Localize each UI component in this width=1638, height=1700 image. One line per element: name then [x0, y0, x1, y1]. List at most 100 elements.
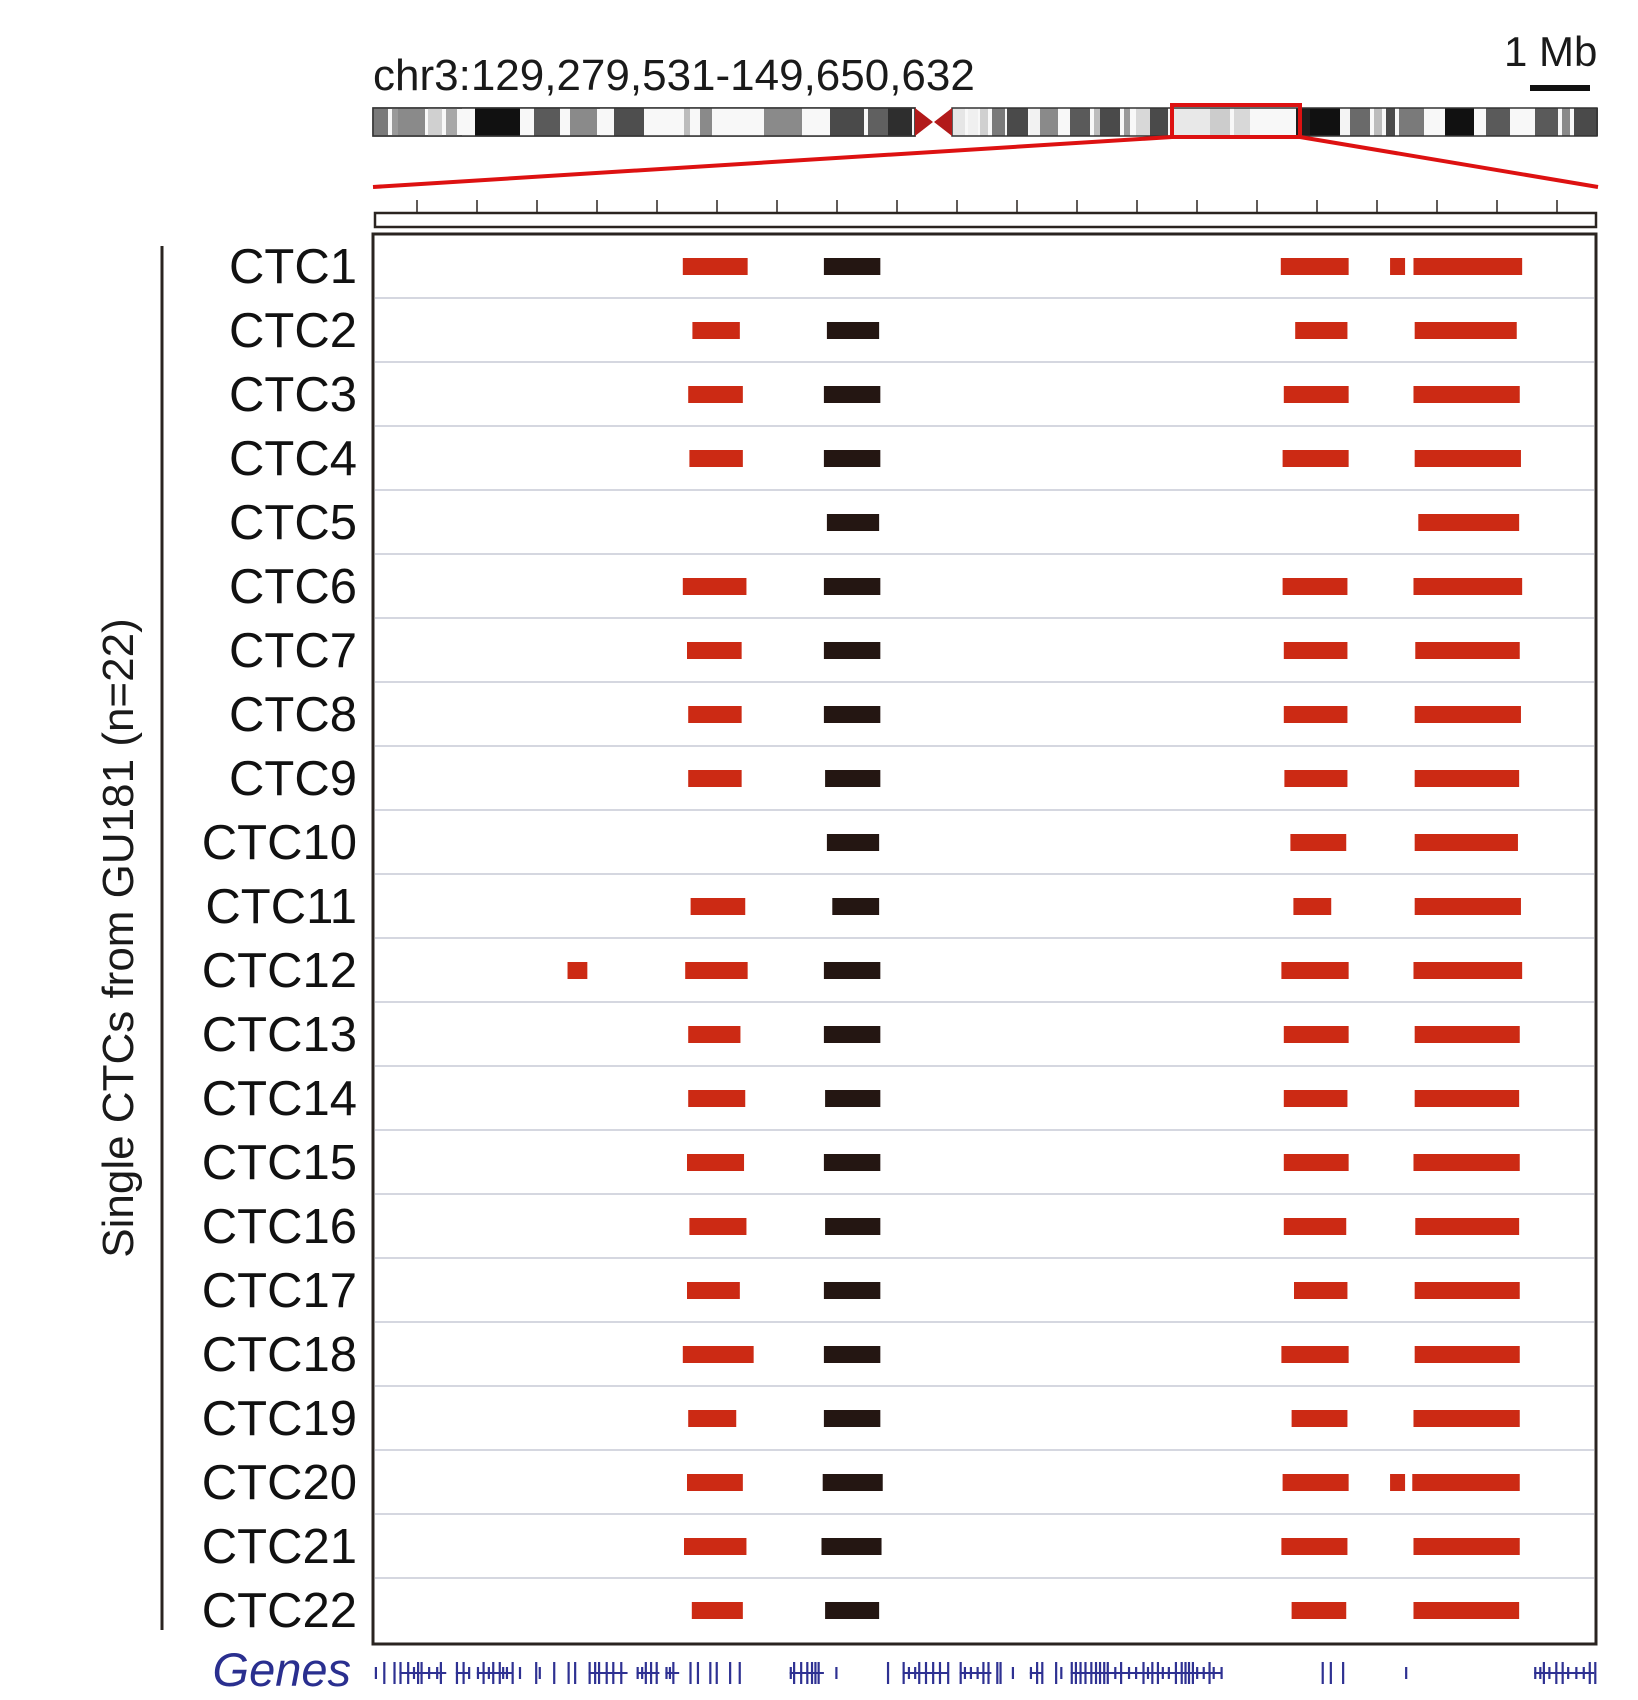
row-label-ctc13: CTC13	[202, 1008, 357, 1062]
gene-exon	[455, 1662, 459, 1684]
gene-exon	[1090, 1662, 1093, 1684]
gene-cluster	[383, 1662, 386, 1684]
gain-segment	[688, 770, 742, 787]
gene-exon	[1594, 1662, 1597, 1684]
zoom-line-right	[1299, 135, 1599, 189]
ideogram-band	[690, 108, 700, 136]
gene-exon	[1151, 1662, 1154, 1684]
gain-segment	[1390, 1474, 1406, 1491]
gene-exon	[412, 1667, 416, 1679]
gain-segment	[1414, 1090, 1520, 1107]
gain-segment	[1413, 1538, 1520, 1555]
gene-exon	[1127, 1667, 1131, 1679]
gene-exon	[574, 1662, 577, 1684]
gene-cluster	[1405, 1667, 1408, 1679]
gene-exon	[588, 1662, 591, 1684]
loss-segment	[821, 1538, 882, 1555]
gene-exon	[636, 1667, 639, 1679]
gene-exon	[1567, 1667, 1570, 1679]
loss-segment	[823, 1026, 881, 1043]
row-label-ctc4: CTC4	[229, 432, 357, 486]
gain-segment	[1414, 450, 1521, 467]
ideogram-band	[1124, 108, 1130, 136]
gene-cluster	[1070, 1662, 1223, 1684]
gene-exon	[1212, 1667, 1215, 1679]
ideogram-band	[534, 108, 560, 136]
gene-exon	[553, 1662, 556, 1684]
gain-segment	[1413, 1154, 1520, 1171]
gene-cluster	[1342, 1662, 1345, 1684]
gene-exon	[612, 1662, 615, 1684]
gain-segment	[1415, 642, 1520, 659]
gene-exon	[709, 1662, 712, 1684]
gene-exon	[806, 1662, 809, 1684]
gain-segment	[1282, 1474, 1349, 1491]
row-label-ctc11: CTC11	[205, 880, 357, 934]
gene-cluster	[399, 1662, 447, 1684]
gain-segment	[688, 386, 743, 403]
gain-segment	[1413, 1602, 1520, 1619]
gene-exon	[1142, 1662, 1145, 1684]
row-label-ctc1: CTC1	[229, 240, 357, 294]
gain-segment	[1291, 1410, 1348, 1427]
chromosome-ideogram	[372, 107, 1598, 137]
gain-segment	[691, 1602, 743, 1619]
ideogram-band	[570, 108, 597, 136]
gene-exon	[383, 1662, 386, 1684]
loss-segment	[822, 1474, 883, 1491]
gene-cluster	[1534, 1662, 1597, 1684]
gene-exon	[914, 1667, 917, 1679]
ideogram-band	[952, 108, 965, 136]
ctc-rows: CTC1 CTC2 CTC3 CTC4 CTC5 CTC6 CTC7 CTC8 CTC9 CTC1…	[202, 240, 1594, 1638]
gain-segment	[1281, 1346, 1349, 1363]
genes-track	[374, 1662, 1597, 1684]
gene-exon	[1074, 1662, 1077, 1684]
gain-segment	[688, 1410, 737, 1427]
gene-exon	[1342, 1662, 1345, 1684]
gene-exon	[511, 1662, 514, 1684]
gain-segment	[1282, 578, 1348, 595]
gene-cluster	[709, 1662, 718, 1684]
ideogram-band	[1386, 108, 1395, 136]
gene-exon	[1405, 1667, 1408, 1679]
gene-exon	[1196, 1667, 1199, 1679]
ideogram-band	[600, 108, 614, 136]
ideogram-band	[428, 108, 442, 136]
gene-exon	[932, 1662, 935, 1684]
coordinate-ruler	[373, 200, 1598, 229]
loss-segment	[825, 770, 881, 787]
row-label-ctc16: CTC16	[202, 1200, 357, 1254]
gene-exon	[567, 1662, 570, 1684]
gain-segment	[687, 1474, 743, 1491]
ruler-bar	[373, 211, 1598, 229]
gene-exon	[605, 1662, 608, 1684]
gene-exon	[644, 1662, 647, 1684]
gene-cluster	[1055, 1662, 1063, 1684]
gene-exon	[1167, 1667, 1170, 1679]
gene-exon	[641, 1667, 644, 1679]
gene-exon	[407, 1662, 410, 1684]
ideogram-band	[700, 108, 712, 136]
gain-segment	[1283, 1218, 1347, 1235]
gain-segment	[1295, 322, 1348, 339]
gene-exon	[399, 1662, 402, 1684]
gene-exon	[665, 1667, 668, 1679]
gene-exon	[814, 1662, 817, 1684]
gain-segment	[1290, 834, 1347, 851]
gene-exon	[1106, 1662, 1109, 1684]
gene-exon	[1542, 1662, 1545, 1684]
ideogram-band	[1535, 108, 1558, 136]
gain-segment	[684, 1538, 747, 1555]
gene-cluster	[959, 1662, 992, 1684]
gene-cluster	[476, 1662, 514, 1684]
scale-bar-label: 1 Mb	[1504, 28, 1597, 75]
row-label-ctc14: CTC14	[202, 1072, 357, 1126]
gain-segment	[1414, 1282, 1520, 1299]
row-label-ctc2: CTC2	[229, 304, 357, 358]
gene-cluster	[636, 1662, 660, 1684]
row-label-ctc6: CTC6	[229, 560, 357, 614]
gene-exon	[817, 1662, 820, 1684]
gene-exon	[1180, 1662, 1183, 1684]
gain-segment	[1283, 706, 1348, 723]
gene-exon	[1060, 1667, 1063, 1679]
